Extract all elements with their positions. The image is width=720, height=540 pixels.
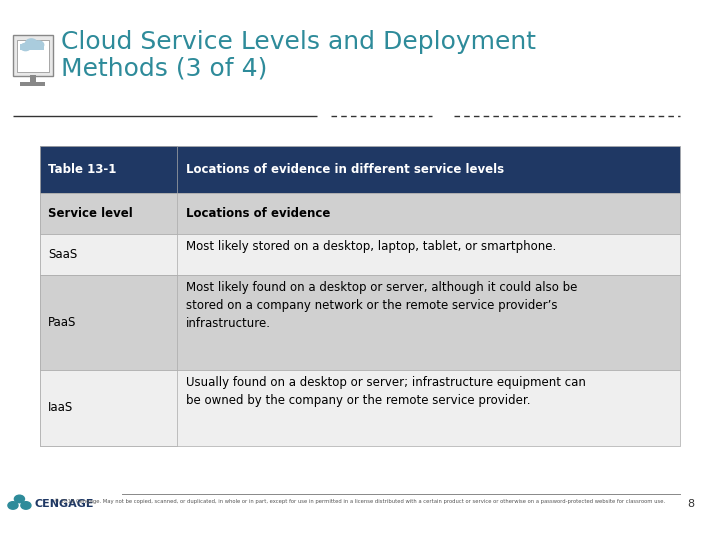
Circle shape [21, 43, 30, 51]
Bar [17, 40, 49, 72]
Text: Cloud Service Levels and Deployment: Cloud Service Levels and Deployment [61, 30, 536, 53]
Bar [40, 234, 680, 275]
Text: Service level: Service level [48, 207, 133, 220]
Bar [40, 146, 680, 193]
Text: IaaS: IaaS [48, 401, 73, 414]
Circle shape [21, 502, 31, 509]
Text: Locations of evidence: Locations of evidence [186, 207, 330, 220]
Text: Table 13-1: Table 13-1 [48, 163, 117, 176]
Text: Usually found on a desktop or server; infrastructure equipment can
be owned by t: Usually found on a desktop or server; in… [186, 376, 586, 407]
Text: Locations of evidence in different service levels: Locations of evidence in different servi… [186, 163, 504, 176]
Text: SaaS: SaaS [48, 248, 78, 261]
Bar [40, 370, 177, 446]
Bar [30, 75, 36, 83]
Circle shape [8, 502, 18, 509]
Text: CENGAGE: CENGAGE [35, 500, 94, 509]
Bar [20, 82, 45, 86]
Bar [40, 193, 177, 234]
Bar [40, 146, 177, 193]
Bar [40, 193, 680, 234]
Text: Most likely stored on a desktop, laptop, tablet, or smartphone.: Most likely stored on a desktop, laptop,… [186, 240, 557, 253]
Bar [40, 370, 680, 446]
Bar [40, 234, 177, 275]
Bar [40, 275, 680, 370]
Text: © 2019 Cengage. May not be copied, scanned, or duplicated, in whole or in part, : © 2019 Cengage. May not be copied, scann… [55, 498, 665, 504]
Bar [13, 35, 53, 76]
Circle shape [26, 39, 37, 48]
Bar [20, 44, 44, 50]
Circle shape [33, 41, 44, 49]
Circle shape [14, 495, 24, 503]
Text: Most likely found on a desktop or server, although it could also be
stored on a : Most likely found on a desktop or server… [186, 281, 577, 330]
Bar [40, 275, 177, 370]
Text: Methods (3 of 4): Methods (3 of 4) [61, 57, 268, 80]
Text: PaaS: PaaS [48, 316, 76, 329]
Text: 8: 8 [688, 500, 695, 509]
